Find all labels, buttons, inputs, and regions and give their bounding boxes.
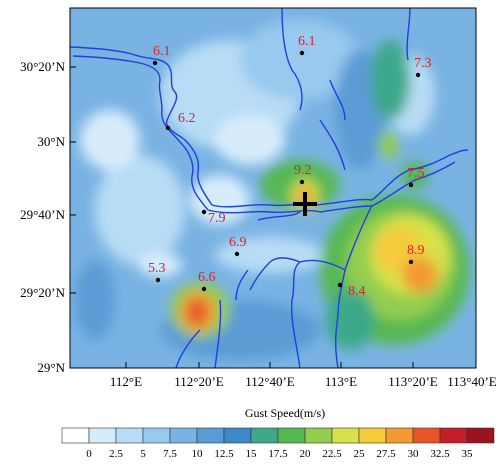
- station-point: [408, 182, 414, 188]
- colorbar-tick-label: 10: [192, 448, 204, 460]
- station-value-label: 6.2: [178, 111, 196, 126]
- lon-label: 112°E: [110, 374, 142, 389]
- station-value-label: 6.1: [153, 44, 171, 59]
- colorbar-swatch: [196, 427, 225, 444]
- lat-label: 30°20’N: [20, 59, 66, 74]
- colorbar-tick-label: 27.5: [376, 448, 396, 460]
- station-point: [299, 179, 305, 185]
- station-point: [337, 282, 343, 288]
- station-value-label: 7.3: [414, 56, 432, 71]
- station-point: [299, 50, 305, 56]
- colorbar-swatch: [358, 427, 387, 444]
- colorbar-tick-label: 2.5: [109, 448, 123, 460]
- station-point: [155, 277, 161, 283]
- lon-label: 112°20’E: [174, 374, 224, 389]
- station-value-label: 5.3: [148, 261, 166, 276]
- lat-label: 29°N: [37, 360, 65, 375]
- colorbar-swatch: [331, 427, 360, 444]
- river-network: [70, 8, 469, 368]
- station-value-label: 8.4: [348, 284, 366, 299]
- colorbar-swatch: [223, 427, 252, 444]
- station-value-label: 7.5: [407, 166, 425, 181]
- colorbar-swatch: [277, 427, 306, 444]
- station-value-label: 6.6: [198, 270, 216, 285]
- station-value-label: 7.9: [208, 211, 226, 226]
- colorbar-swatch: [304, 427, 333, 444]
- station-point: [165, 125, 171, 131]
- station-point: [201, 209, 207, 215]
- station-point: [415, 72, 421, 78]
- colorbar-swatch: [61, 427, 90, 444]
- lat-label: 29°40’N: [20, 207, 66, 222]
- lat-label: 29°20’N: [20, 285, 66, 300]
- colorbar-title: Gust Speed(m/s): [245, 406, 325, 420]
- colorbar-swatch: [115, 427, 144, 444]
- colorbar-tick-label: 32.5: [430, 448, 450, 460]
- colorbar-swatch: [142, 427, 171, 444]
- colorbar-tick-label: 7.5: [163, 448, 177, 460]
- colorbar-swatch: [412, 427, 441, 444]
- lon-label: 113°40’E: [447, 374, 497, 389]
- colorbar-swatch: [250, 427, 279, 444]
- lon-label: 113°20’E: [388, 374, 438, 389]
- colorbar-swatch: [169, 427, 198, 444]
- colorbar-tick-label: 12.5: [214, 448, 234, 460]
- colorbar-tick-label: 25: [354, 448, 366, 460]
- colorbar-swatch: [88, 427, 117, 444]
- colorbar-swatch: [466, 427, 495, 444]
- station-point: [234, 251, 240, 257]
- colorbar-tick-label: 17.5: [268, 448, 288, 460]
- station-value-label: 8.9: [407, 243, 425, 258]
- station-point: [201, 286, 207, 292]
- colorbar-tick-label: 20: [300, 448, 312, 460]
- colorbar-tick-label: 5: [140, 448, 146, 460]
- colorbar-tick-label: 35: [462, 448, 474, 460]
- station-value-label: 9.2: [294, 163, 312, 178]
- colorbar-tick-label: 22.5: [322, 448, 342, 460]
- station-value-label: 6.1: [298, 34, 316, 49]
- lon-label: 113°E: [325, 374, 357, 389]
- colorbar-tick-label: 0: [86, 448, 92, 460]
- latitude-axis: 30°20’N 30°N 29°40’N 29°20’N 29°N: [20, 59, 76, 375]
- colorbar-tick-label: 15: [246, 448, 258, 460]
- colorbar: 0 2.5 5 7.5 10 12.5 15 17.5 20 22.5 25 27.5 30 32.5 35: [61, 427, 495, 460]
- colorbar-tick-label: 30: [408, 448, 420, 460]
- colorbar-swatch: [439, 427, 468, 444]
- longitude-axis: 112°E 112°20’E 112°40’E 113°E 113°20’E 113°40…: [110, 362, 497, 389]
- map-frame: [69, 7, 477, 369]
- station-point: [152, 60, 158, 66]
- station-value-label: 6.9: [229, 235, 247, 250]
- lon-label: 112°40’E: [245, 374, 295, 389]
- station-point: [408, 259, 414, 265]
- station-layer: 6.1 6.1 7.3 6.2 9.2 7.5 7.96.9 8.9 5.3 6.6 8.4: [148, 34, 432, 299]
- colorbar-swatch: [385, 427, 414, 444]
- cross-marker: [293, 192, 317, 216]
- lat-label: 30°N: [37, 134, 65, 149]
